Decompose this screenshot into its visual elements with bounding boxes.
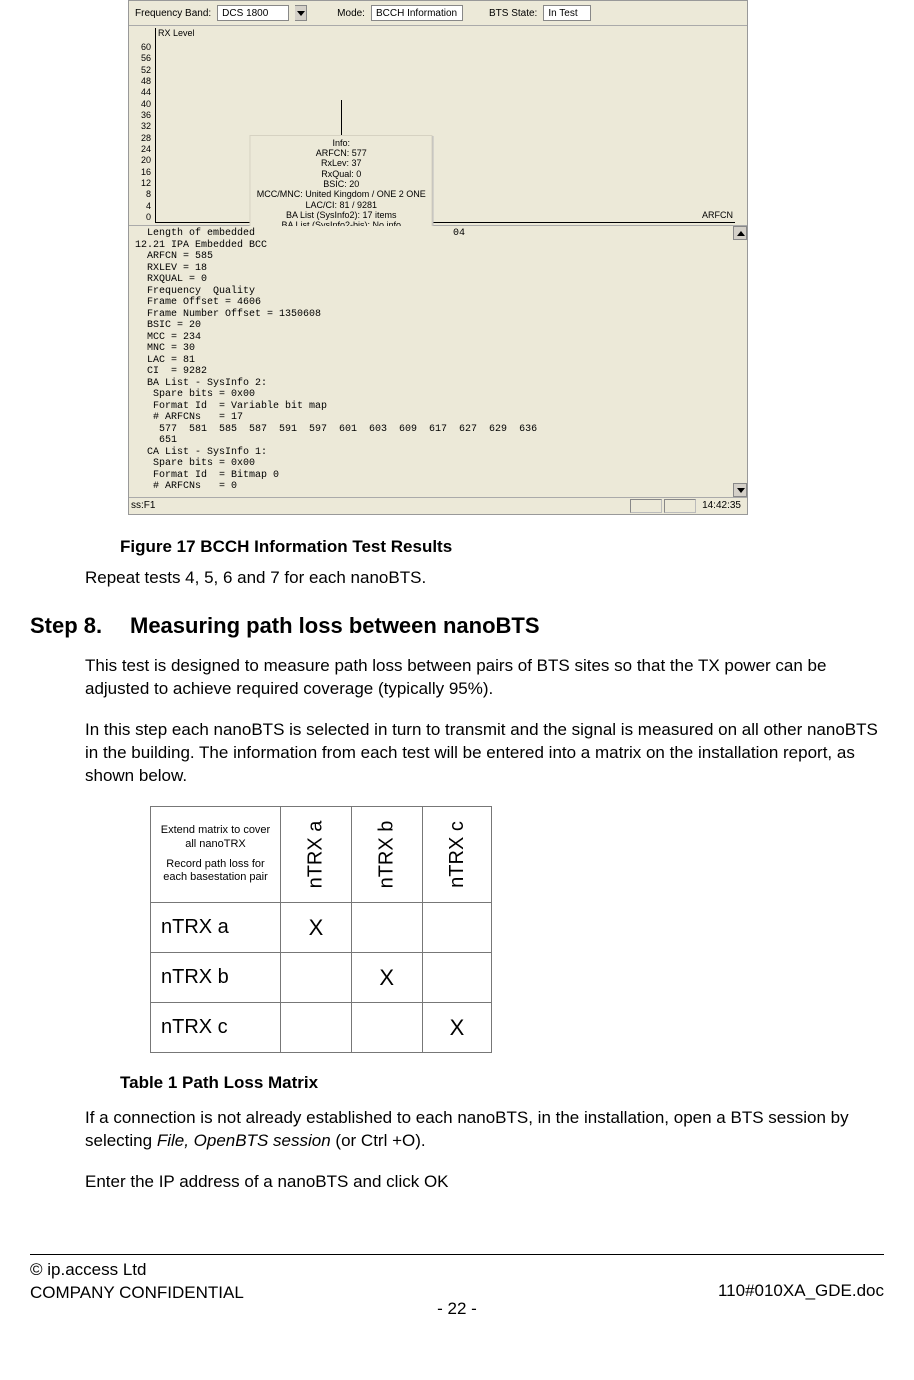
- para-conn-italic: File, OpenBTS session: [157, 1131, 331, 1150]
- para-connection: If a connection is not already establish…: [85, 1107, 884, 1153]
- freq-band-select[interactable]: DCS 1800: [217, 5, 289, 21]
- y-tick: 24: [131, 144, 151, 154]
- step-heading: Step 8.Measuring path loss between nanoB…: [30, 613, 884, 639]
- bcch-screenshot: Frequency Band: DCS 1800 Mode: BCCH Info…: [128, 0, 748, 515]
- status-cell: [664, 499, 696, 513]
- step-number: Step 8.: [30, 613, 130, 639]
- info-line: LAC/CI: 81 / 9281: [257, 200, 426, 210]
- matrix-cell: [351, 903, 422, 953]
- toolbar: Frequency Band: DCS 1800 Mode: BCCH Info…: [129, 1, 747, 26]
- matrix-row-header: nTRX a: [151, 903, 281, 953]
- chart-plot: RX Level ARFCN Info:ARFCN: 577RxLev: 37R…: [155, 28, 735, 223]
- status-cell: [630, 499, 662, 513]
- y-tick: 48: [131, 76, 151, 86]
- matrix-row-header: nTRX b: [151, 953, 281, 1003]
- figure-caption: Figure 17 BCCH Information Test Results: [120, 537, 884, 557]
- y-tick: 4: [131, 201, 151, 211]
- status-left: ss:F1: [131, 500, 155, 511]
- chart-title: RX Level: [155, 27, 198, 39]
- matrix-corner: Extend matrix to cover all nanoTRXRecord…: [151, 807, 281, 903]
- matrix-cell: [422, 903, 492, 953]
- info-line: MCC/MNC: United Kingdom / ONE 2 ONE: [257, 189, 426, 199]
- console-text: Length of embedded 04 12.21 IPA Embedded…: [135, 228, 537, 492]
- matrix-cell: [281, 1003, 352, 1053]
- status-clock: 14:42:35: [698, 500, 745, 511]
- page-footer: © ip.access Ltd COMPANY CONFIDENTIAL 110…: [30, 1259, 884, 1315]
- para-repeat: Repeat tests 4, 5, 6 and 7 for each nano…: [85, 567, 884, 590]
- info-line: ARFCN: 577: [257, 148, 426, 158]
- y-tick: 12: [131, 178, 151, 188]
- step-title: Measuring path loss between nanoBTS: [130, 613, 540, 638]
- matrix-cell: X: [281, 903, 352, 953]
- x-axis-label: ARFCN: [702, 210, 733, 220]
- status-bar: ss:F1 14:42:35: [129, 497, 747, 514]
- footer-page: - 22 -: [30, 1299, 884, 1319]
- para-intro-2: In this step each nanoBTS is selected in…: [85, 719, 884, 788]
- matrix-row-header: nTRX c: [151, 1003, 281, 1053]
- para-enter-ip: Enter the IP address of a nanoBTS and cl…: [85, 1171, 884, 1194]
- mode-field: BCCH Information: [371, 5, 463, 21]
- matrix-cell: [351, 1003, 422, 1053]
- info-line: BA List (SysInfo2): 17 items: [257, 210, 426, 220]
- scroll-up-icon[interactable]: [733, 226, 747, 240]
- matrix-cell: [422, 953, 492, 1003]
- para-conn-b: (or Ctrl +O).: [331, 1131, 426, 1150]
- y-axis-ticks: 60565248444036322824201612840: [131, 42, 155, 222]
- freq-band-label: Frequency Band:: [135, 8, 211, 19]
- footer-copyright: © ip.access Ltd: [30, 1260, 146, 1279]
- y-tick: 40: [131, 99, 151, 109]
- chevron-down-icon[interactable]: [295, 5, 307, 21]
- y-tick: 36: [131, 110, 151, 120]
- bts-state-field: In Test: [543, 5, 591, 21]
- info-line: BSIC: 20: [257, 179, 426, 189]
- matrix-col-header: nTRX b: [351, 807, 422, 903]
- y-tick: 0: [131, 212, 151, 222]
- matrix-cell: X: [351, 953, 422, 1003]
- table-caption: Table 1 Path Loss Matrix: [120, 1073, 884, 1093]
- matrix-cell: X: [422, 1003, 492, 1053]
- matrix-col-header: nTRX c: [422, 807, 492, 903]
- y-tick: 56: [131, 53, 151, 63]
- footer-docref: 110#010XA_GDE.doc: [718, 1281, 884, 1301]
- para-intro-1: This test is designed to measure path lo…: [85, 655, 884, 701]
- matrix-cell: [281, 953, 352, 1003]
- info-line: Info:: [257, 138, 426, 148]
- y-tick: 8: [131, 189, 151, 199]
- console-output: Length of embedded 04 12.21 IPA Embedded…: [129, 226, 747, 497]
- y-tick: 44: [131, 87, 151, 97]
- info-line: RxQual: 0: [257, 169, 426, 179]
- y-tick: 32: [131, 121, 151, 131]
- info-line: RxLev: 37: [257, 158, 426, 168]
- y-tick: 28: [131, 133, 151, 143]
- bts-state-label: BTS State:: [489, 8, 537, 19]
- y-tick: 16: [131, 167, 151, 177]
- y-tick: 60: [131, 42, 151, 52]
- scroll-down-icon[interactable]: [733, 483, 747, 497]
- footer-rule: [30, 1254, 884, 1255]
- y-tick: 20: [131, 155, 151, 165]
- y-tick: 52: [131, 65, 151, 75]
- mode-label: Mode:: [337, 8, 365, 19]
- rx-level-chart: 60565248444036322824201612840 RX Level A…: [129, 26, 747, 226]
- path-loss-matrix: Extend matrix to cover all nanoTRXRecord…: [150, 806, 884, 1053]
- matrix-col-header: nTRX a: [281, 807, 352, 903]
